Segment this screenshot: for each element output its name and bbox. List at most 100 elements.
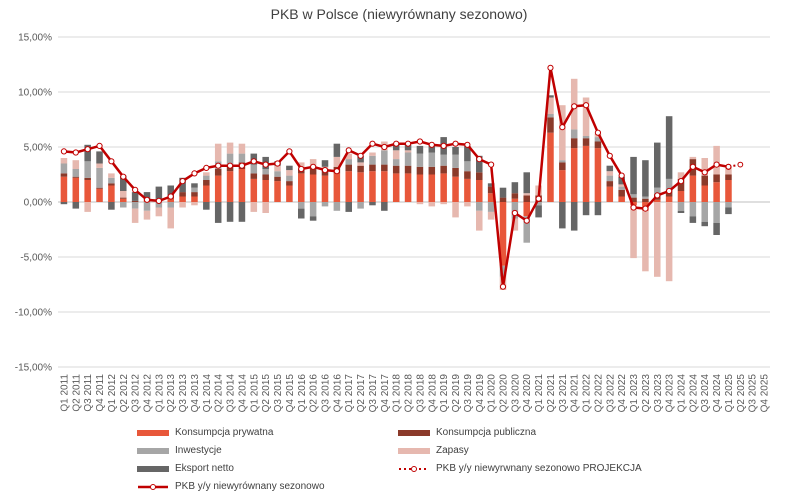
bar-segment — [642, 210, 649, 272]
bar-segment — [333, 143, 341, 157]
series-point — [321, 167, 329, 174]
bar-segment — [392, 173, 400, 202]
series-point — [96, 142, 103, 149]
x-tick-label: Q3 2018 — [415, 374, 426, 413]
legend-label: PKB y/y niewyrównany sezonowo — [175, 481, 325, 492]
bar-segment — [713, 145, 720, 175]
bar-segment — [72, 176, 80, 178]
bar-segment — [108, 173, 115, 178]
bar-segment — [60, 176, 68, 202]
x-tick-label: Q4 2022 — [617, 374, 628, 413]
series-point — [428, 141, 435, 148]
bar-segment — [547, 114, 554, 118]
x-tick-label: Q1 2024 — [677, 374, 688, 413]
series-point — [108, 158, 115, 165]
bar-segment — [357, 202, 364, 209]
series-point — [499, 283, 507, 290]
bar-segment — [262, 202, 269, 213]
bar-segment — [96, 163, 103, 168]
bar-segment — [618, 176, 625, 185]
series-point — [155, 197, 162, 204]
bar-segment — [214, 175, 222, 202]
series-point — [262, 161, 269, 168]
bar-segment — [357, 155, 364, 163]
series-point — [689, 163, 696, 170]
bar-segment — [416, 202, 424, 205]
bar-segment — [654, 202, 661, 277]
x-tick-label: Q4 2025 — [760, 374, 771, 413]
series-point — [72, 149, 79, 156]
series-point — [132, 186, 139, 193]
bar-segment — [369, 202, 376, 206]
bar-segment — [677, 191, 685, 202]
bar-segment — [404, 165, 412, 174]
bar-segment — [618, 196, 625, 202]
x-tick-label: Q3 2011 — [83, 374, 94, 412]
series-point — [476, 156, 483, 163]
bar-segment — [499, 197, 507, 202]
bar-segment — [262, 174, 269, 180]
bar-segment — [84, 177, 91, 180]
bar-segment — [286, 165, 293, 171]
bar-segment — [203, 202, 210, 210]
bar-stacks — [60, 78, 732, 290]
bar-segment — [274, 176, 281, 182]
y-axis: 15,00% 10,00% 5,00% 0,00% -5,00% -10,00% -15,0… — [15, 33, 52, 374]
x-tick-label: Q4 2015 — [285, 374, 296, 413]
series-point — [298, 165, 305, 173]
bar-segment — [416, 153, 424, 167]
bar-segment — [594, 137, 602, 142]
bar-segment — [167, 185, 174, 196]
bar-segment — [570, 202, 578, 231]
bar-segment — [60, 173, 68, 177]
bar-segment — [547, 132, 554, 202]
bar-segment — [642, 160, 649, 197]
bar-segment — [179, 196, 186, 202]
y-tick-label: 5,00% — [24, 143, 52, 154]
series-point — [393, 140, 400, 147]
x-tick-label: Q3 2025 — [748, 374, 759, 413]
bar-segment — [238, 169, 246, 202]
x-tick-label: Q1 2016 — [297, 374, 308, 413]
bar-segment — [203, 185, 210, 202]
x-tick-label: Q1 2012 — [107, 374, 118, 413]
bar-segment — [321, 160, 329, 167]
legend-label: Konsumpcja publiczna — [436, 427, 537, 438]
bar-segment — [274, 171, 281, 177]
bar-segment — [298, 173, 305, 202]
series-lines — [60, 64, 744, 290]
bar-segment — [203, 180, 210, 186]
y-tick-label: 0,00% — [24, 198, 52, 209]
bar-segment — [167, 207, 174, 229]
x-tick-label: Q4 2016 — [332, 374, 343, 413]
bar-segment — [677, 172, 685, 179]
x-tick-label: Q2 2025 — [736, 374, 747, 413]
bar-segment — [321, 175, 329, 202]
bar-segment — [108, 183, 115, 186]
legend-item: Konsumpcja prywatna — [137, 427, 273, 438]
bar-segment — [606, 175, 614, 182]
x-tick-label: Q1 2022 — [582, 374, 593, 413]
bar-segment — [701, 221, 708, 227]
series-point — [416, 138, 424, 145]
x-tick-label: Q4 2012 — [143, 374, 154, 413]
legend-swatch — [137, 429, 169, 436]
bar-segment — [404, 150, 412, 153]
bar-segment — [416, 145, 424, 154]
legend-line-icon — [138, 483, 168, 490]
bar-segment — [214, 143, 222, 162]
bar-segment — [582, 97, 590, 136]
x-tick-label: Q2 2018 — [404, 374, 415, 413]
bar-segment — [286, 175, 293, 182]
bar-segment — [523, 172, 530, 194]
legend-item: Inwestycje — [137, 445, 222, 456]
bar-segment — [594, 202, 602, 216]
series-point — [440, 142, 447, 149]
bar-segment — [701, 202, 708, 222]
bar-segment — [713, 202, 720, 223]
bar-segment — [333, 156, 341, 167]
bar-segment — [665, 178, 673, 190]
bar-segment — [570, 148, 578, 202]
x-tick-label: Q3 2021 — [558, 374, 569, 413]
